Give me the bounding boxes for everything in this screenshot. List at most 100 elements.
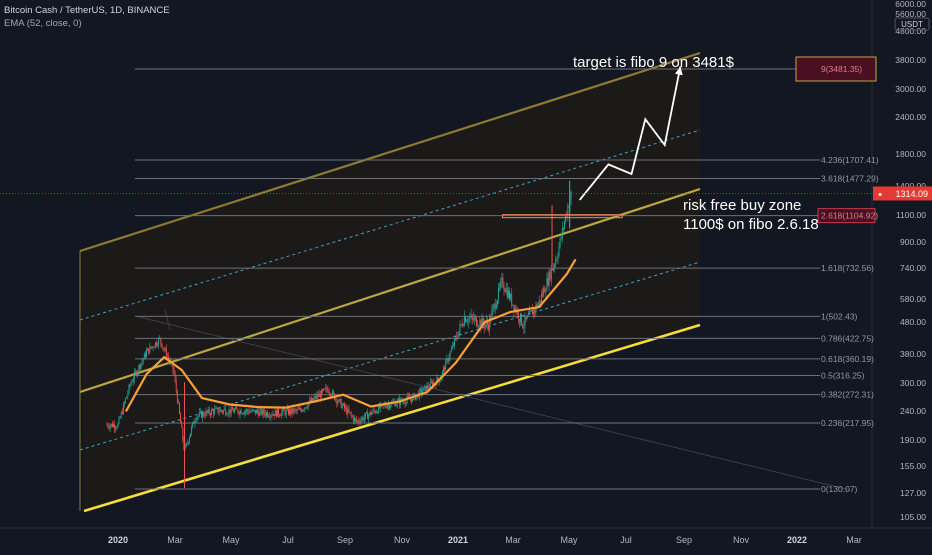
candle-body [207,409,209,413]
candle-body [271,415,273,417]
candle-body [182,427,184,440]
candle-body [113,424,114,427]
candle-body [260,408,262,411]
candle-body [190,433,191,438]
candle-body [367,412,369,419]
candle-body [172,362,174,370]
candle-body [274,410,276,416]
candle-body [556,259,558,261]
risk-free-zone-line [501,214,623,219]
price-tick-label: 1800.00 [895,149,926,159]
candle-body [446,358,448,361]
candle-body [179,402,180,414]
candle-body [313,398,315,401]
candle-body [326,387,328,390]
candle-body [297,409,299,410]
candle-body [490,317,492,320]
indicator-legend: EMA (52, close, 0) [4,18,82,29]
candle-body [174,374,176,381]
candle-body [193,422,195,424]
candle-body [128,385,130,394]
candle-body [218,411,220,413]
candle-body [389,404,391,408]
candle-body [525,317,527,319]
candle-body [554,264,556,267]
candle-body [375,411,377,413]
candle-body [177,402,179,403]
candle-body [133,371,135,380]
candle-body [339,399,341,400]
candle-body [159,337,161,339]
candle-body [562,227,564,229]
candle-body [287,408,289,415]
candle-body [298,408,300,410]
candle-body [106,424,108,426]
candle-body [537,304,539,308]
candle-body [351,415,353,417]
candle-body [217,407,219,413]
price-tick-label: 900.00 [900,237,926,247]
candle-body [538,300,540,305]
candle-body [533,309,535,315]
candle-body [194,421,196,424]
candle-body [290,409,292,414]
fibonacci-levels: 9(3481.35) 4.236(1707.41) 3.618(1477.29) 2.… [135,56,879,494]
candle-body [500,281,502,287]
candle-body [221,411,223,413]
candle-body [216,407,218,409]
candle-body [344,403,345,409]
candle-body [225,409,227,415]
candle-body [275,410,277,417]
candle-body [468,318,470,322]
candle-body [415,395,417,400]
candle-body [316,394,318,399]
candle-body [407,396,409,397]
candle-body [114,424,116,429]
time-axis[interactable]: 2020 Mar May Jul Sep Nov 2021 Mar May Jul Sep Nov 20… [108,535,862,545]
candle-body [220,409,222,412]
target-annotation: target is fibo 9 on 3481$ [573,54,735,71]
time-tick-label: Sep [676,535,692,545]
candle-body [247,409,249,412]
candle-body [126,396,128,399]
candle-body [507,291,509,298]
candle-body [238,412,240,415]
candle-body [183,439,185,449]
candle-body [243,411,245,414]
candle-body [168,356,169,360]
candle-body [403,401,405,404]
candle-body [394,401,396,407]
regression-channel [79,51,851,513]
candle-body [358,420,360,422]
candle-body [561,227,563,238]
candle-body [289,409,290,415]
candle-body [312,398,314,401]
candle-body [118,417,120,424]
candle-body [458,330,460,338]
price-tick-label: 105.00 [900,512,926,522]
candle-body [109,425,111,429]
candle-body [524,317,526,327]
candle-body [279,414,281,416]
candle-body [253,409,255,411]
fib-label: 0(130.07) [821,484,858,494]
candle-body [165,348,167,358]
candle-body [522,324,524,328]
candle-body [240,410,242,414]
candle-body [353,418,355,422]
price-tick-label: 3000.00 [895,84,926,94]
candle-body [327,389,329,393]
candle-body [155,342,157,346]
time-tick-label: Mar [167,535,183,545]
candle-body [517,310,519,319]
candle-body [463,316,465,326]
candle-body [280,415,282,417]
trend-line-short [164,309,171,331]
candle-body [424,385,426,388]
candle-body [152,346,154,348]
candle-body [364,413,366,418]
candle-body [371,412,373,415]
